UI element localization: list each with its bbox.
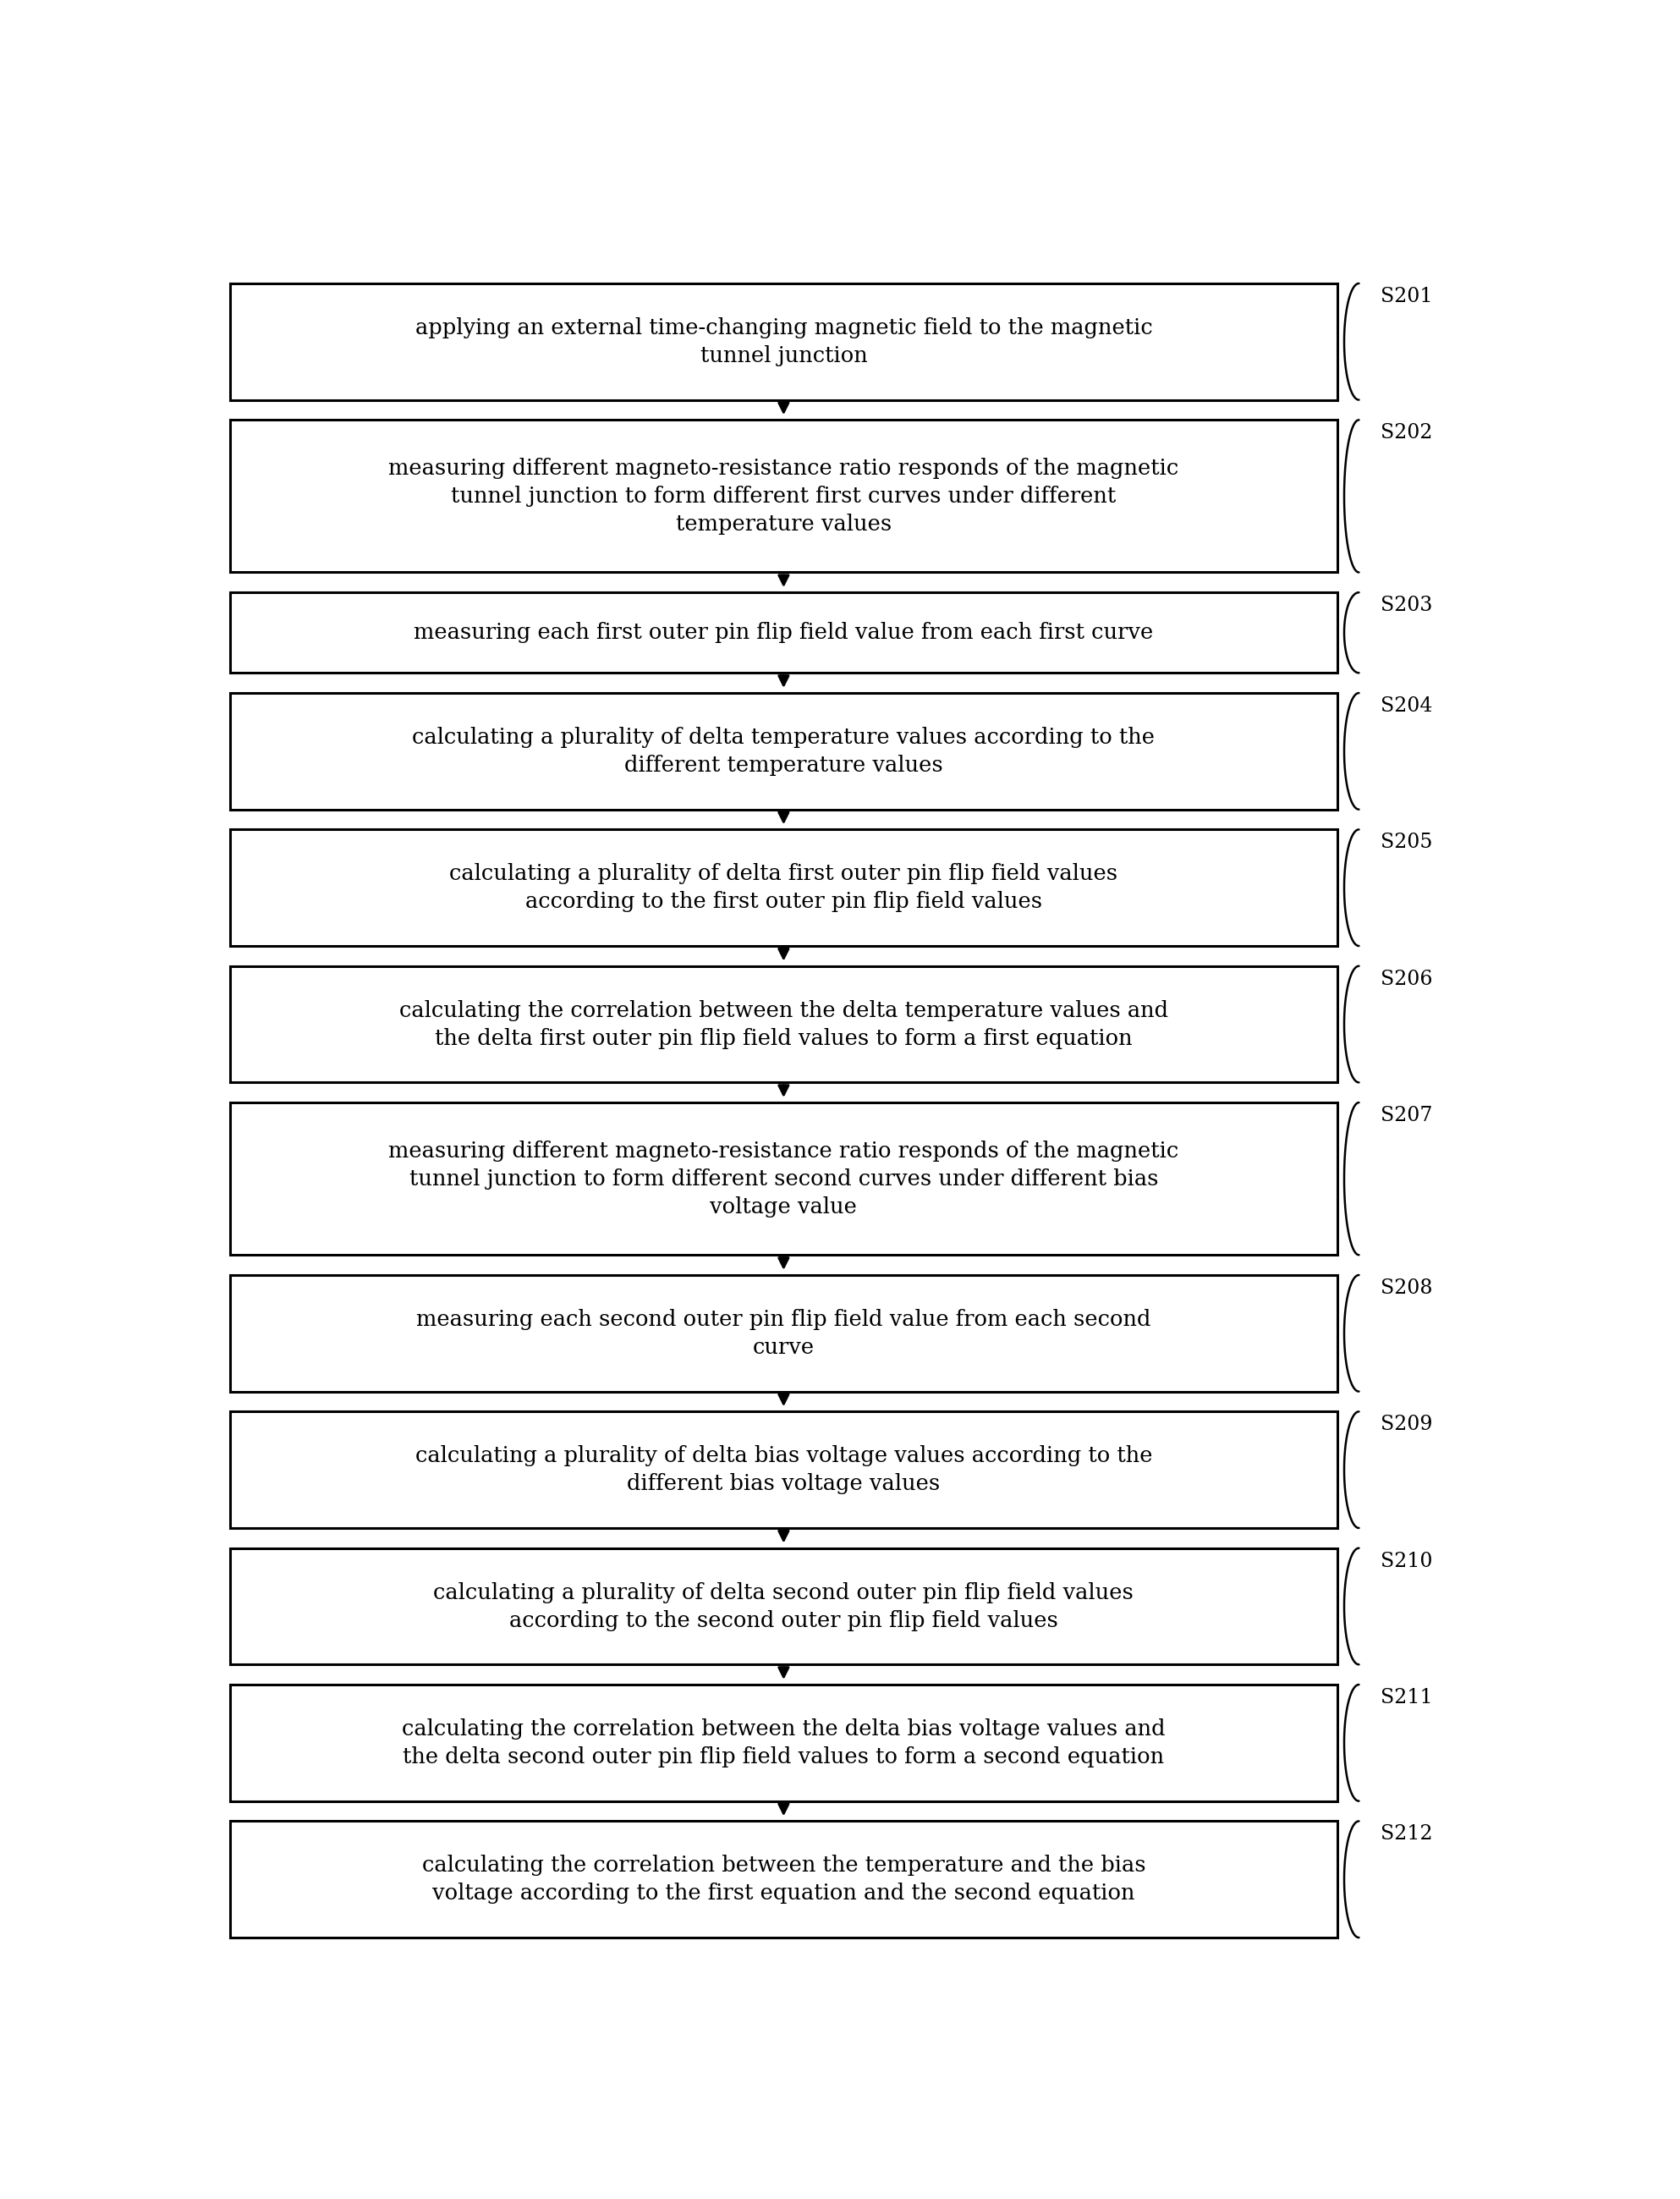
Text: calculating a plurality of delta bias voltage values according to the
different : calculating a plurality of delta bias vo… bbox=[415, 1445, 1152, 1495]
Text: S210: S210 bbox=[1381, 1550, 1433, 1570]
Text: S201: S201 bbox=[1381, 286, 1433, 306]
Bar bbox=[230, 829, 1337, 946]
Text: calculating a plurality of delta second outer pin flip field values
according to: calculating a plurality of delta second … bbox=[433, 1581, 1134, 1632]
Text: S204: S204 bbox=[1381, 697, 1433, 715]
Text: measuring different magneto-resistance ratio responds of the magnetic
tunnel jun: measuring different magneto-resistance r… bbox=[388, 1141, 1179, 1218]
Text: S203: S203 bbox=[1381, 596, 1431, 616]
Bar bbox=[230, 1275, 1337, 1392]
Text: calculating the correlation between the temperature and the bias
voltage accordi: calculating the correlation between the … bbox=[422, 1854, 1146, 1904]
Bar bbox=[230, 965, 1337, 1082]
Text: calculating a plurality of delta first outer pin flip field values
according to : calculating a plurality of delta first o… bbox=[450, 864, 1117, 913]
Bar bbox=[230, 1684, 1337, 1801]
Bar bbox=[230, 1821, 1337, 1937]
Text: calculating the correlation between the delta bias voltage values and
the delta : calculating the correlation between the … bbox=[402, 1717, 1166, 1768]
Bar bbox=[230, 284, 1337, 400]
Text: measuring different magneto-resistance ratio responds of the magnetic
tunnel jun: measuring different magneto-resistance r… bbox=[388, 457, 1179, 534]
Text: calculating the correlation between the delta temperature values and
the delta f: calculating the correlation between the … bbox=[400, 1001, 1168, 1049]
Bar bbox=[230, 1548, 1337, 1665]
Bar bbox=[230, 592, 1337, 673]
Bar bbox=[230, 420, 1337, 572]
Text: S205: S205 bbox=[1381, 833, 1431, 853]
Text: S207: S207 bbox=[1381, 1106, 1431, 1126]
Text: S211: S211 bbox=[1381, 1689, 1433, 1706]
Bar bbox=[230, 1412, 1337, 1528]
Text: S212: S212 bbox=[1381, 1825, 1433, 1845]
Text: measuring each second outer pin flip field value from each second
curve: measuring each second outer pin flip fie… bbox=[417, 1308, 1151, 1357]
Text: S208: S208 bbox=[1381, 1278, 1433, 1297]
Text: S202: S202 bbox=[1381, 422, 1433, 442]
Text: measuring each first outer pin flip field value from each first curve: measuring each first outer pin flip fiel… bbox=[413, 622, 1154, 644]
Text: calculating a plurality of delta temperature values according to the
different t: calculating a plurality of delta tempera… bbox=[412, 726, 1156, 776]
Bar bbox=[230, 693, 1337, 809]
Text: S206: S206 bbox=[1381, 970, 1433, 990]
Text: applying an external time-changing magnetic field to the magnetic
tunnel junctio: applying an external time-changing magne… bbox=[415, 317, 1152, 367]
Text: S209: S209 bbox=[1381, 1414, 1433, 1434]
Bar bbox=[230, 1102, 1337, 1256]
